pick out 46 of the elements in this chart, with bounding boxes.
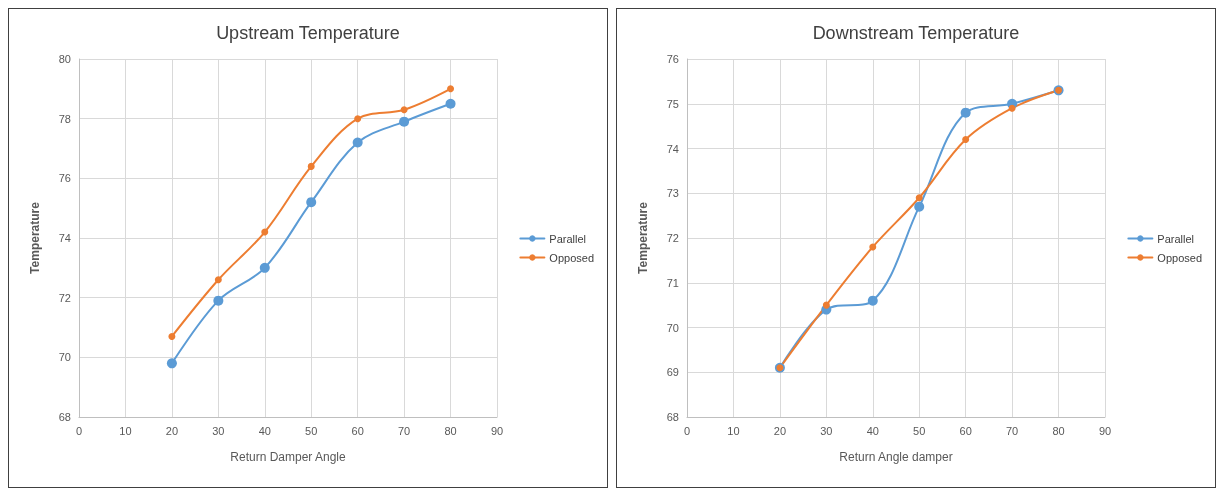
y-axis-title: Temperature <box>636 201 650 274</box>
y-tick-label: 68 <box>666 411 679 423</box>
x-tick-label: 60 <box>351 424 364 437</box>
x-tick-label: 20 <box>165 424 179 437</box>
y-tick-label: 68 <box>58 411 71 423</box>
y-tick-label: 70 <box>58 351 71 364</box>
x-axis-title: Return Damper Angle <box>230 450 347 464</box>
y-tick-label: 69 <box>666 366 679 379</box>
y-tick-label: 76 <box>58 172 71 185</box>
x-tick-label: 40 <box>866 424 879 437</box>
legend-label: Opposed <box>549 251 595 264</box>
y-tick-label: 74 <box>58 232 71 244</box>
x-tick-label: 30 <box>212 424 225 437</box>
x-tick-label: 70 <box>397 424 411 437</box>
y-tick-label: 72 <box>58 291 71 304</box>
chart-title: Downstream Temperature <box>812 23 1020 43</box>
x-tick-label: 20 <box>773 424 787 437</box>
x-tick-label: 80 <box>1052 424 1065 437</box>
y-tick-label: 80 <box>58 53 71 65</box>
x-tick-label: 10 <box>727 424 740 437</box>
legend-label: Parallel <box>1157 232 1195 245</box>
y-tick-label: 76 <box>666 53 679 65</box>
x-axis-title: Return Angle damper <box>839 450 953 464</box>
y-tick-label: 71 <box>666 276 679 289</box>
x-tick-label: 30 <box>820 424 833 437</box>
x-tick-label: 80 <box>444 424 457 437</box>
y-tick-label: 72 <box>666 232 679 244</box>
x-tick-label: 90 <box>490 424 504 437</box>
x-tick-label: 40 <box>258 424 271 437</box>
legend-label: Opposed <box>1157 251 1203 264</box>
y-tick-label: 73 <box>666 187 679 200</box>
x-tick-label: 0 <box>683 424 691 437</box>
x-tick-label: 60 <box>959 424 972 437</box>
y-tick-label: 75 <box>666 97 679 110</box>
x-tick-label: 10 <box>119 424 132 437</box>
y-tick-label: 74 <box>666 142 679 155</box>
x-tick-label: 50 <box>305 424 318 437</box>
x-tick-label: 70 <box>1005 424 1019 437</box>
x-tick-label: 50 <box>913 424 926 437</box>
x-tick-label: 90 <box>1098 424 1112 437</box>
y-axis-title: Temperature <box>28 201 42 274</box>
y-tick-label: 78 <box>58 112 71 125</box>
y-tick-label: 70 <box>666 321 679 334</box>
x-tick-label: 0 <box>75 424 83 437</box>
legend-label: Parallel <box>549 232 587 245</box>
chart-title: Upstream Temperature <box>216 23 400 43</box>
